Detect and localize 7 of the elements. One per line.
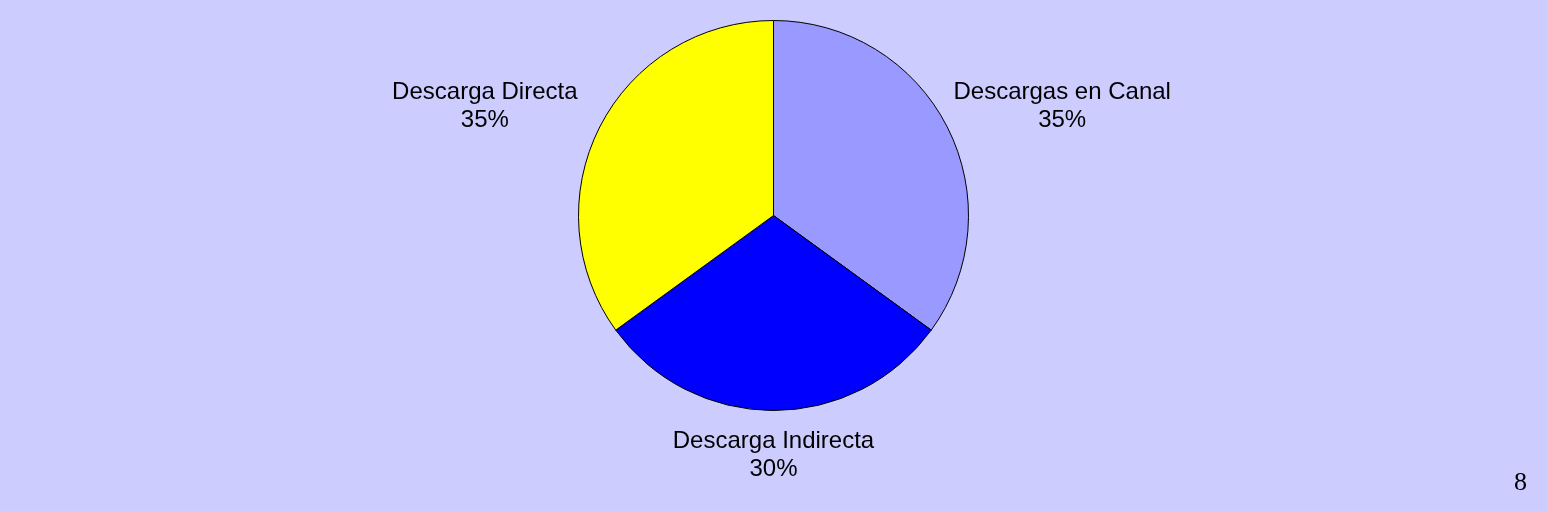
slice-label: Descargas en Canal: [953, 77, 1171, 105]
text: 8: [1514, 467, 1527, 497]
data-label: 30%: [749, 454, 798, 482]
data-label: 35%: [460, 105, 509, 133]
slice-label: Descarga Indirecta: [672, 426, 875, 454]
data-label: 35%: [1038, 105, 1087, 133]
slice-label: Descarga Directa: [392, 77, 579, 105]
